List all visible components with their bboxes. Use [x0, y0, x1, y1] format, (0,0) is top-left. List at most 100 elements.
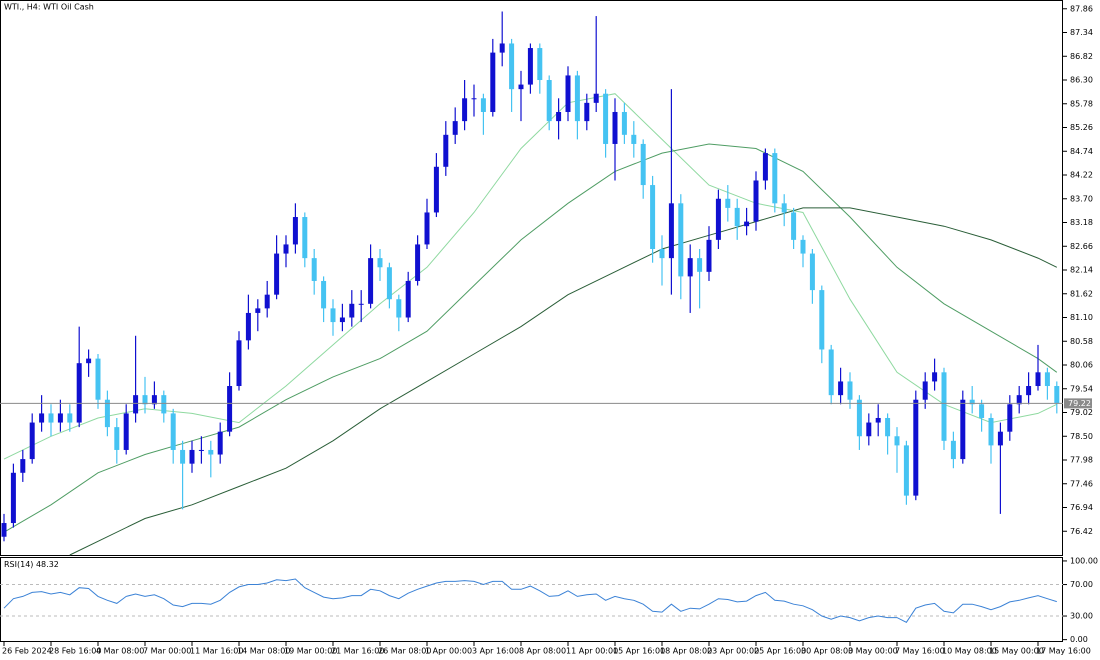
x-tick-label: 18 Apr 08:00 — [660, 647, 712, 656]
x-tick-label: 11 Apr 00:00 — [566, 647, 618, 656]
candle-body — [10, 472, 16, 524]
candle-body — [274, 253, 280, 295]
price-tag-label: 79.22 — [1068, 399, 1091, 408]
candle-body — [386, 267, 392, 300]
chart-title: WTI., H4: WTI Oil Cash — [4, 3, 94, 12]
candle-body — [565, 75, 571, 112]
candle-body — [189, 449, 195, 464]
candle-body — [227, 386, 233, 432]
y-tick-label: 80.58 — [1070, 337, 1093, 346]
candle-body — [283, 244, 289, 254]
moving-average — [3, 93, 1058, 460]
candle-body — [734, 207, 740, 227]
candle-body — [67, 413, 73, 423]
candle-body — [1035, 372, 1041, 387]
y-tick-label: 100.00 — [1070, 556, 1098, 565]
candle-body — [753, 180, 759, 222]
candle-body — [650, 185, 656, 249]
candle-body — [997, 431, 1003, 446]
candle-body — [866, 422, 872, 437]
x-tick-label: 15 Apr 16:00 — [613, 647, 665, 656]
x-tick-label: 28 Feb 16:00 — [49, 647, 101, 656]
candle-body — [86, 358, 92, 364]
candle-body — [772, 153, 778, 204]
candle-body — [29, 422, 35, 460]
x-tick-label: 3 May 00:00 — [848, 647, 898, 656]
candle-body — [462, 98, 468, 122]
candle-body — [593, 93, 599, 103]
y-tick-label: 87.34 — [1070, 28, 1093, 37]
candle-body — [405, 280, 411, 318]
candle-body — [57, 413, 63, 423]
moving-average — [3, 143, 1058, 533]
candle-body — [349, 303, 355, 318]
x-tick-label: 21 Mar 16:00 — [331, 647, 384, 656]
candle-body — [903, 445, 909, 496]
price-tag — [1064, 398, 1092, 409]
rsi-value: 48.32 — [36, 560, 59, 569]
y-tick-label: 84.74 — [1070, 147, 1093, 156]
candle-body — [960, 399, 966, 460]
candle-body — [20, 459, 26, 473]
candle-body — [527, 48, 533, 85]
candle-body — [791, 212, 797, 240]
candle-body — [311, 258, 317, 281]
x-tick-label: 7 May 16:00 — [895, 647, 945, 656]
y-tick-label: 76.42 — [1070, 527, 1093, 536]
y-tick-label: 80.06 — [1070, 361, 1093, 370]
candle-body — [452, 121, 458, 135]
y-tick-label: 85.26 — [1070, 123, 1093, 132]
candle-body — [255, 308, 261, 313]
candle-body — [95, 358, 101, 400]
candle-body — [198, 449, 204, 451]
x-tick-label: 26 Feb 2024 — [2, 647, 52, 656]
y-tick-label: 82.66 — [1070, 242, 1093, 251]
candle-body — [706, 239, 712, 272]
candle-body — [114, 427, 120, 450]
candle-body — [1054, 386, 1060, 404]
price-panel — [0, 0, 1063, 556]
candle-body — [828, 349, 834, 396]
candle-body — [913, 399, 919, 496]
candle-body — [76, 363, 82, 423]
x-tick-label: 3 Apr 16:00 — [472, 647, 519, 656]
candle-body — [885, 417, 891, 437]
candle-body — [744, 221, 750, 227]
candle-body — [697, 258, 703, 272]
candle-body — [424, 212, 430, 245]
candle-body — [603, 93, 609, 144]
candle-body — [950, 440, 956, 460]
candle-body — [640, 143, 646, 186]
y-tick-label: 79.02 — [1070, 408, 1093, 417]
candle-body — [875, 417, 881, 423]
candle-body — [932, 372, 938, 382]
candle-body — [584, 102, 590, 122]
candle-body — [537, 48, 543, 81]
candle-body — [969, 399, 975, 405]
candle-body — [368, 258, 374, 304]
y-tick-label: 83.70 — [1070, 194, 1093, 203]
x-tick-label: 30 Apr 08:00 — [801, 647, 853, 656]
y-tick-label: 87.86 — [1070, 4, 1093, 13]
rsi-name: RSI(14) — [4, 560, 33, 569]
candle-body — [133, 395, 139, 414]
y-tick-label: 86.30 — [1070, 76, 1093, 85]
candle-body — [715, 198, 721, 240]
x-tick-label: 17 May 16:00 — [1036, 647, 1091, 656]
candle-body — [180, 449, 186, 464]
candle-body — [358, 303, 364, 305]
candle-body — [509, 43, 515, 90]
x-tick-label: 1 Apr 00:00 — [425, 647, 472, 656]
candle-body — [781, 203, 787, 213]
candle-body — [499, 43, 505, 53]
candle-body — [339, 317, 345, 323]
candle-body — [170, 413, 176, 450]
candle-body — [161, 395, 167, 414]
y-tick-label: 30.00 — [1070, 612, 1093, 621]
y-tick-label: 86.82 — [1070, 52, 1093, 61]
y-tick-label: 81.10 — [1070, 313, 1093, 322]
candle-body — [415, 244, 421, 281]
candle-body — [856, 399, 862, 437]
x-tick-label: 26 Mar 08:00 — [378, 647, 431, 656]
y-tick-label: 70.00 — [1070, 580, 1093, 589]
